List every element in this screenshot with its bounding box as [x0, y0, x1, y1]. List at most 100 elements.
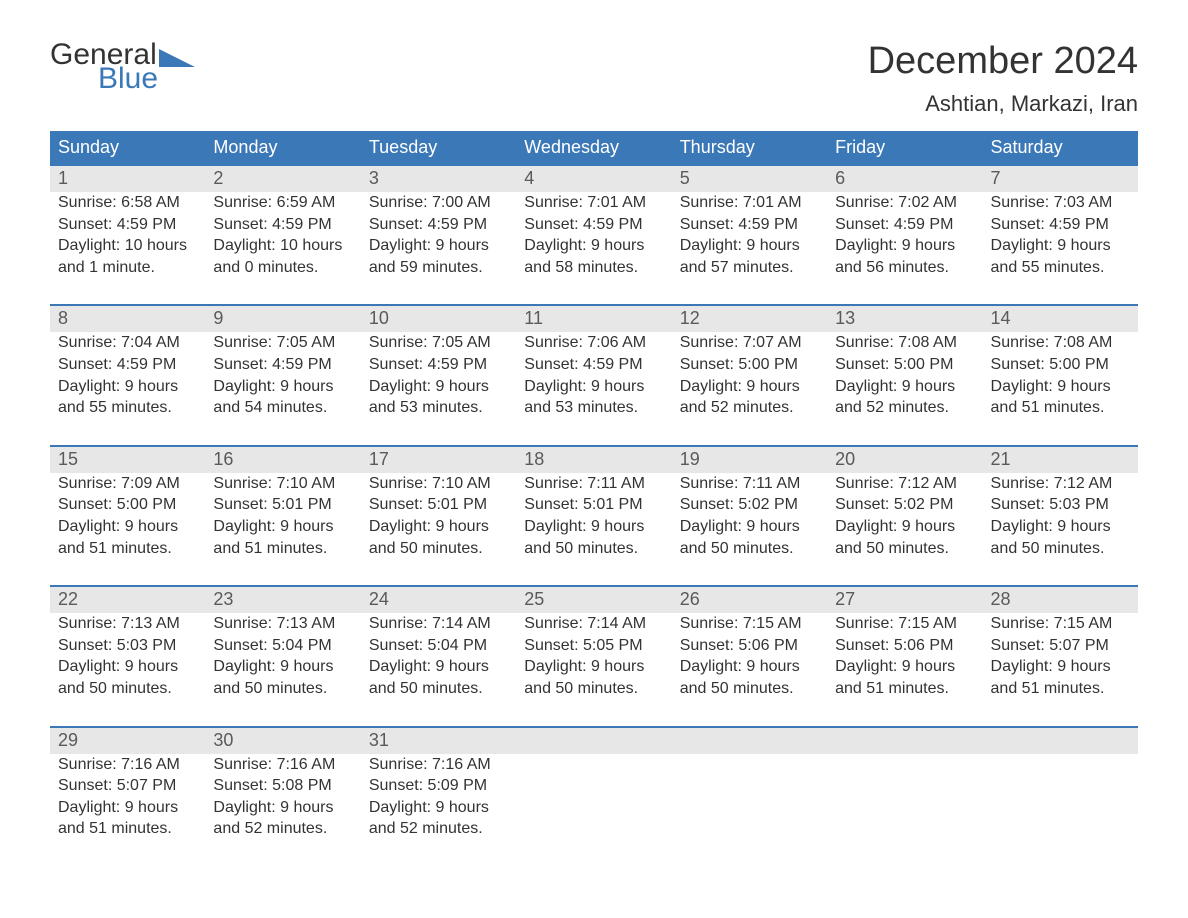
day-d2: and 52 minutes. [213, 818, 352, 840]
day-d2: and 52 minutes. [680, 397, 819, 419]
day-sunset: Sunset: 5:00 PM [680, 354, 819, 376]
day-sunset: Sunset: 5:04 PM [213, 635, 352, 657]
day-sunrise: Sunrise: 7:03 AM [991, 192, 1130, 214]
title-block: December 2024 Ashtian, Markazi, Iran [868, 40, 1138, 117]
day-sunset: Sunset: 4:59 PM [991, 214, 1130, 236]
day-sunrise: Sunrise: 7:15 AM [835, 613, 974, 635]
day-sunrise: Sunrise: 7:01 AM [524, 192, 663, 214]
day-d1: Daylight: 9 hours [991, 376, 1130, 398]
day-d1: Daylight: 10 hours [58, 235, 197, 257]
day-sunset: Sunset: 4:59 PM [213, 214, 352, 236]
day-cell: Sunrise: 7:01 AMSunset: 4:59 PMDaylight:… [516, 192, 671, 304]
day-cell: Sunrise: 7:06 AMSunset: 4:59 PMDaylight:… [516, 332, 671, 444]
weekday-header: Wednesday [516, 131, 671, 164]
day-cell: Sunrise: 7:01 AMSunset: 4:59 PMDaylight:… [672, 192, 827, 304]
day-number: 3 [361, 166, 516, 192]
day-sunrise: Sunrise: 7:16 AM [369, 754, 508, 776]
day-sunset: Sunset: 4:59 PM [369, 354, 508, 376]
day-number: . [516, 728, 671, 754]
day-d2: and 52 minutes. [369, 818, 508, 840]
week-row: Sunrise: 7:09 AMSunset: 5:00 PMDaylight:… [50, 473, 1138, 585]
day-d2: and 50 minutes. [524, 678, 663, 700]
week-row: Sunrise: 6:58 AMSunset: 4:59 PMDaylight:… [50, 192, 1138, 304]
day-d1: Daylight: 9 hours [835, 376, 974, 398]
day-d2: and 53 minutes. [369, 397, 508, 419]
day-d1: Daylight: 9 hours [58, 516, 197, 538]
weekday-header: Tuesday [361, 131, 516, 164]
day-number: 17 [361, 447, 516, 473]
day-d1: Daylight: 9 hours [835, 656, 974, 678]
day-sunset: Sunset: 4:59 PM [524, 354, 663, 376]
day-number: 9 [205, 306, 360, 332]
day-d2: and 56 minutes. [835, 257, 974, 279]
day-cell: Sunrise: 6:58 AMSunset: 4:59 PMDaylight:… [50, 192, 205, 304]
day-number: 6 [827, 166, 982, 192]
day-sunset: Sunset: 5:01 PM [524, 494, 663, 516]
day-sunset: Sunset: 5:03 PM [58, 635, 197, 657]
day-d1: Daylight: 9 hours [524, 516, 663, 538]
day-sunset: Sunset: 5:08 PM [213, 775, 352, 797]
day-number: 1 [50, 166, 205, 192]
day-d1: Daylight: 9 hours [524, 376, 663, 398]
day-number: 7 [983, 166, 1138, 192]
day-sunrise: Sunrise: 7:05 AM [213, 332, 352, 354]
day-number: 15 [50, 447, 205, 473]
day-d2: and 51 minutes. [58, 538, 197, 560]
day-sunrise: Sunrise: 7:14 AM [524, 613, 663, 635]
week-row: Sunrise: 7:13 AMSunset: 5:03 PM Daylight:… [50, 613, 1138, 725]
day-cell: Sunrise: 7:08 AMSunset: 5:00 PMDaylight:… [827, 332, 982, 444]
day-cell: Sunrise: 7:14 AMSunset: 5:04 PMDaylight:… [361, 613, 516, 725]
day-number-row: 15161718192021 [50, 445, 1138, 473]
day-cell: Sunrise: 7:15 AMSunset: 5:06 PMDaylight:… [672, 613, 827, 725]
day-number: 26 [672, 587, 827, 613]
day-sunset: Sunset: 4:59 PM [369, 214, 508, 236]
day-d1: Daylight: 9 hours [991, 516, 1130, 538]
weekday-header: Monday [205, 131, 360, 164]
day-number: 25 [516, 587, 671, 613]
calendar-body: 1234567Sunrise: 6:58 AMSunset: 4:59 PMDa… [50, 164, 1138, 866]
day-sunset: Sunset: 5:01 PM [213, 494, 352, 516]
day-d1: Daylight: 9 hours [58, 376, 197, 398]
day-d2: and 57 minutes. [680, 257, 819, 279]
day-sunset: Sunset: 5:04 PM [369, 635, 508, 657]
day-sunset: Sunset: 5:01 PM [369, 494, 508, 516]
day-number: 13 [827, 306, 982, 332]
day-d1: Daylight: 9 hours [213, 516, 352, 538]
weekday-header: Thursday [672, 131, 827, 164]
day-sunset: Sunset: 5:05 PM [524, 635, 663, 657]
day-d2: and 55 minutes. [991, 257, 1130, 279]
day-sunset: Sunset: 5:02 PM [680, 494, 819, 516]
day-cell: Sunrise: 7:12 AMSunset: 5:03 PMDaylight:… [983, 473, 1138, 585]
day-sunrise: Sunrise: 7:07 AM [680, 332, 819, 354]
day-d2: and 50 minutes. [369, 538, 508, 560]
day-cell: Sunrise: 7:05 AMSunset: 4:59 PMDaylight:… [361, 332, 516, 444]
day-number: 27 [827, 587, 982, 613]
day-sunrise: Sunrise: 7:05 AM [369, 332, 508, 354]
day-sunset: Sunset: 5:00 PM [58, 494, 197, 516]
day-sunset: Sunset: 4:59 PM [58, 354, 197, 376]
day-d2: and 55 minutes. [58, 397, 197, 419]
day-sunrise: Sunrise: 7:08 AM [991, 332, 1130, 354]
day-cell: Sunrise: 7:02 AMSunset: 4:59 PMDaylight:… [827, 192, 982, 304]
day-sunrise: Sunrise: 7:11 AM [680, 473, 819, 495]
day-cell: Sunrise: 7:10 AMSunset: 5:01 PMDaylight:… [361, 473, 516, 585]
day-sunrise: Sunrise: 6:59 AM [213, 192, 352, 214]
day-cell: Sunrise: 7:16 AMSunset: 5:09 PMDaylight:… [361, 754, 516, 866]
weekday-header: Saturday [983, 131, 1138, 164]
day-cell: Sunrise: 7:15 AMSunset: 5:06 PMDaylight:… [827, 613, 982, 725]
weekday-header: Friday [827, 131, 982, 164]
day-number: . [983, 728, 1138, 754]
day-cell: Sunrise: 7:16 AMSunset: 5:08 PMDaylight:… [205, 754, 360, 866]
day-sunrise: Sunrise: 7:06 AM [524, 332, 663, 354]
day-number: 22 [50, 587, 205, 613]
day-sunrise: Sunrise: 7:13 AM [58, 613, 197, 635]
day-number: 8 [50, 306, 205, 332]
day-number: 28 [983, 587, 1138, 613]
day-d2: and 51 minutes. [991, 678, 1130, 700]
day-number: . [672, 728, 827, 754]
day-d1: Daylight: 9 hours [835, 516, 974, 538]
day-sunset: Sunset: 4:59 PM [524, 214, 663, 236]
day-cell: Sunrise: 7:11 AMSunset: 5:01 PMDaylight:… [516, 473, 671, 585]
day-d1: Daylight: 9 hours [369, 376, 508, 398]
day-cell: Sunrise: 7:13 AMSunset: 5:03 PMDaylight:… [50, 613, 205, 725]
